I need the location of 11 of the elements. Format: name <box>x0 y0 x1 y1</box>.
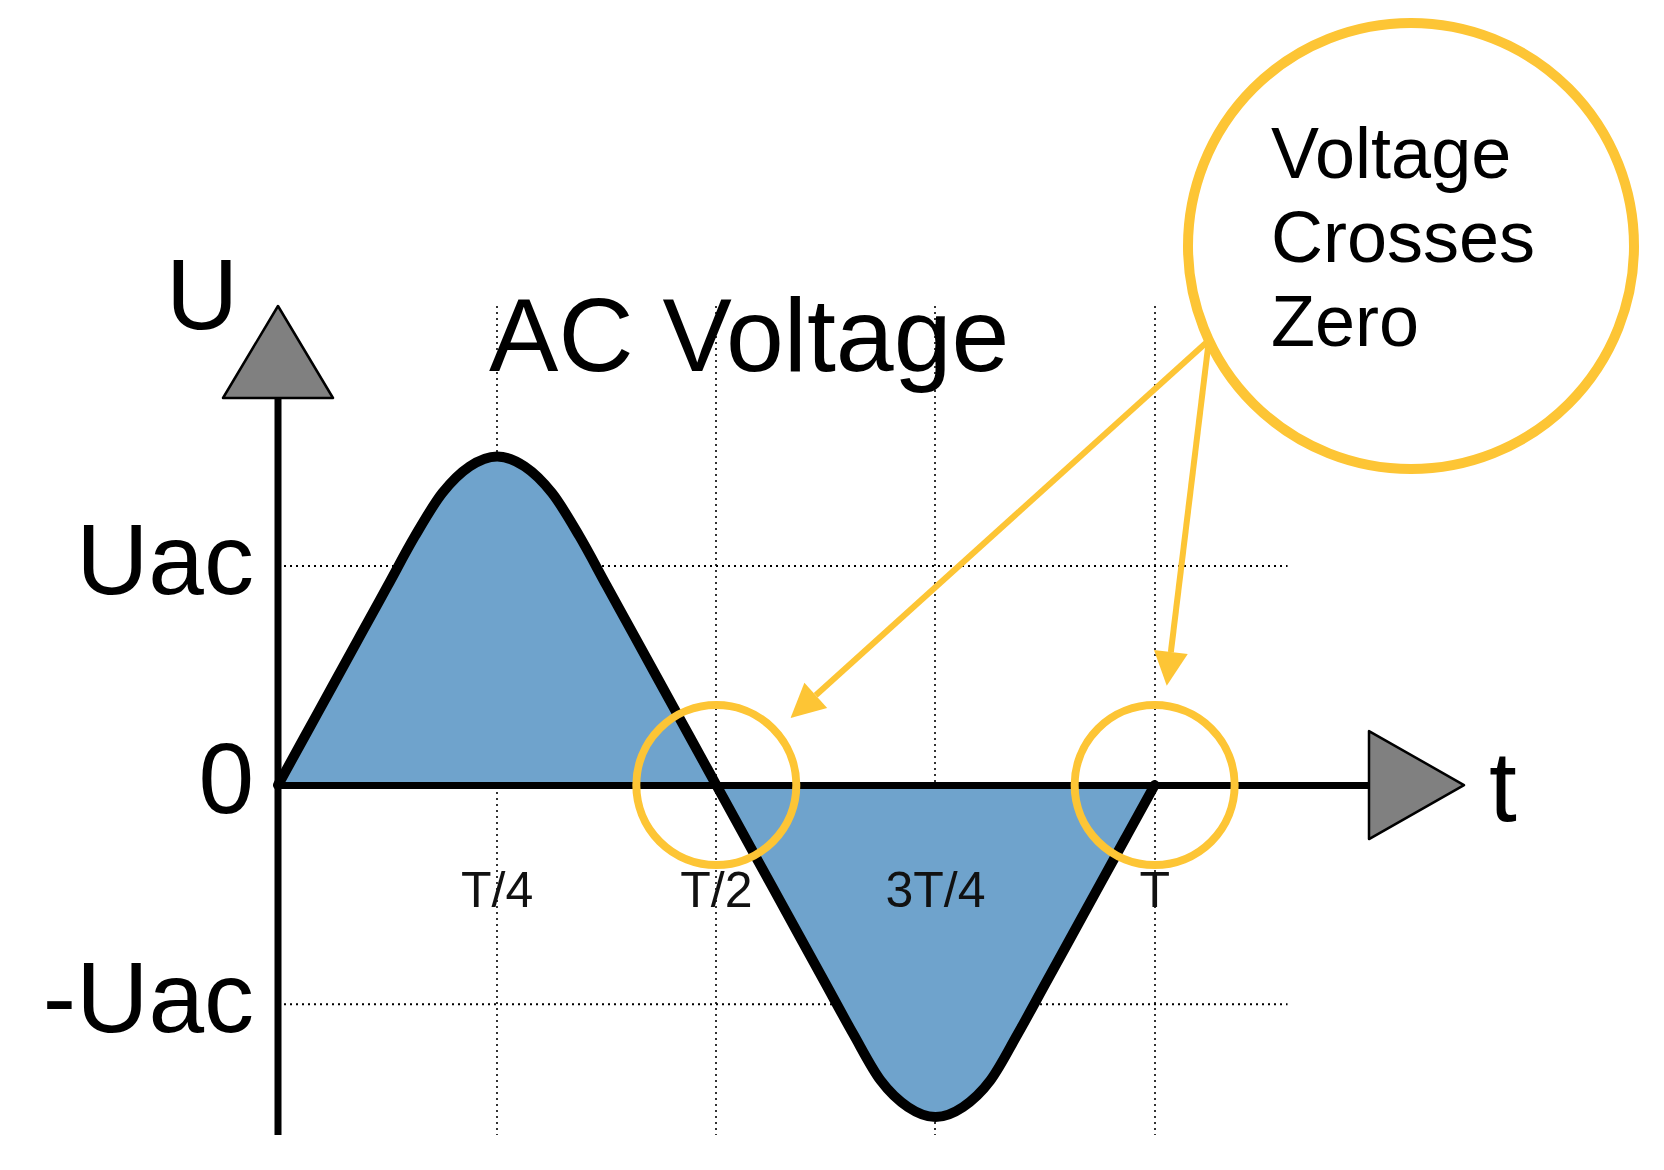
text: Voltage Crosses Zero <box>1271 113 1536 361</box>
chart-title: AC Voltage <box>489 277 1010 393</box>
x-tick-label: T <box>1139 861 1170 918</box>
text: 0 <box>198 721 254 834</box>
ref-line-label: Uac <box>76 502 254 615</box>
ref-line-label: -Uac <box>42 940 254 1053</box>
x-tick-label: 3T/4 <box>885 861 986 918</box>
x-axis-title: t <box>1489 730 1517 843</box>
y-axis-title: U <box>165 238 239 350</box>
x-tick-label: T/4 <box>461 861 534 918</box>
x-tick-label: T/2 <box>680 861 753 918</box>
